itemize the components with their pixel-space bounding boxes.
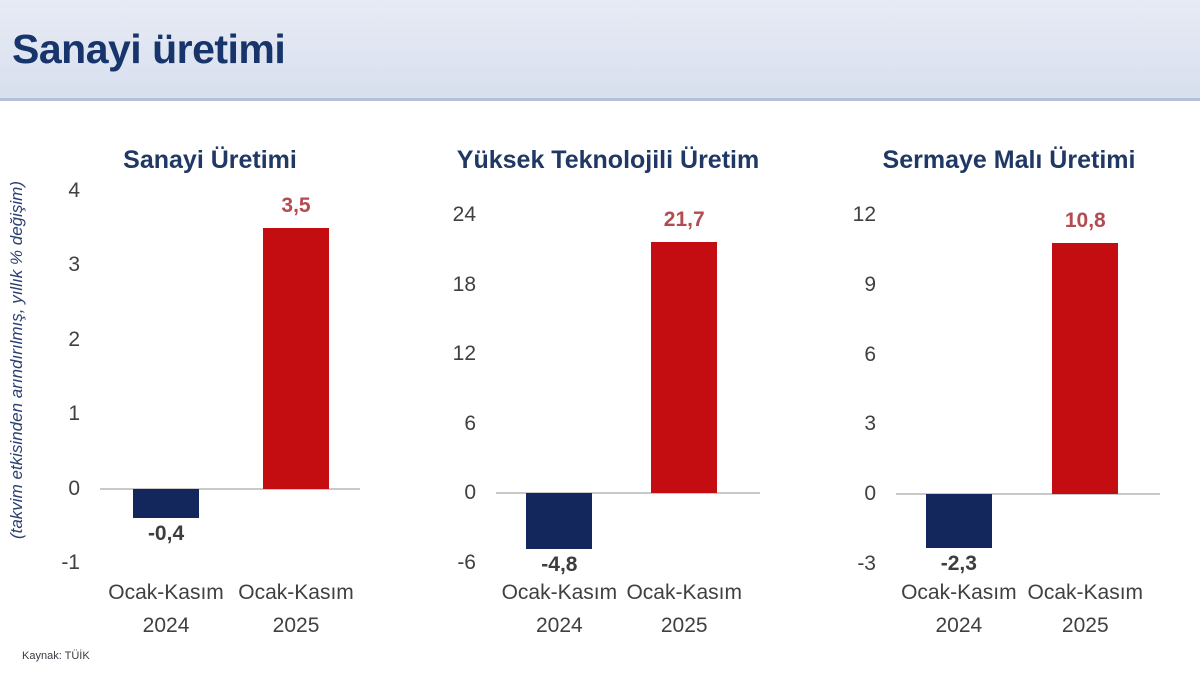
category-label: Ocak-Kasım 2025 — [1000, 576, 1170, 642]
y-tick-label: 6 — [464, 411, 476, 435]
category-label-line1: Ocak-Kasım — [108, 581, 224, 604]
y-tick-label: -3 — [857, 552, 876, 575]
value-label: 21,7 — [663, 207, 705, 231]
y-tick-label: 2 — [68, 327, 80, 351]
category-label-line2: 2025 — [272, 614, 320, 637]
category-label-line2: 2024 — [536, 614, 583, 637]
y-tick-label: 4 — [68, 179, 80, 202]
zero-axis-line — [496, 492, 760, 495]
y-tick-label: 18 — [452, 272, 476, 296]
y-tick-label: -1 — [61, 551, 80, 574]
y-tick-label: 0 — [68, 476, 80, 500]
category-label-line1: Ocak-Kasım — [238, 581, 354, 604]
value-label: -4,8 — [541, 553, 578, 577]
category-label-line1: Ocak-Kasım — [901, 581, 1017, 604]
chart-title: Yüksek Teknolojili Üretim — [456, 146, 760, 174]
value-label: 3,5 — [281, 194, 311, 218]
category-label-line1: Ocak-Kasım — [501, 581, 618, 604]
chart-title: Sermaye Malı Üretimi — [882, 146, 1136, 174]
category-label: Ocak-Kasım 2024 — [474, 576, 644, 642]
y-tick-label: 9 — [864, 272, 876, 296]
y-tick-label: 3 — [68, 253, 80, 277]
bar-positive — [651, 241, 718, 494]
zero-axis-line — [100, 487, 360, 490]
bar-negative — [133, 488, 200, 519]
category-label-line2: 2025 — [660, 614, 708, 637]
category-label: Ocak-Kasım 2025 — [599, 576, 769, 642]
value-label: -0,4 — [147, 522, 185, 546]
value-label: -2,3 — [940, 551, 977, 575]
bar-negative — [925, 494, 992, 548]
y-tick-label: 6 — [864, 342, 876, 366]
value-label: 10,8 — [1064, 208, 1106, 232]
chart-title: Sanayi Üretimi — [123, 146, 297, 174]
y-tick-label: -6 — [457, 551, 476, 574]
y-tick-label: 12 — [452, 342, 476, 366]
category-label-line2: 2024 — [935, 614, 983, 637]
category-label-line2: 2025 — [1061, 614, 1109, 637]
bar-positive — [1052, 242, 1119, 495]
y-tick-label: 12 — [852, 203, 876, 226]
y-tick-label: 1 — [68, 402, 80, 426]
y-axis-note: (takvim etkisinden arındırılmış, yıllık … — [7, 180, 26, 540]
category-label-line1: Ocak-Kasım — [1027, 581, 1144, 604]
category-label: Ocak-Kasım 2024 — [874, 576, 1044, 642]
zero-axis-line — [896, 493, 1160, 496]
category-label-line2: 2024 — [142, 614, 190, 637]
y-tick-label: 0 — [864, 482, 876, 506]
y-tick-label: 3 — [864, 412, 876, 436]
y-tick-label: 0 — [464, 481, 476, 505]
source-note: Kaynak: TÜİK — [22, 650, 90, 662]
bar-negative — [526, 493, 593, 550]
category-label-line1: Ocak-Kasım — [626, 581, 742, 604]
header-band: Sanayi üretimi — [0, 0, 1200, 101]
category-label: Ocak-Kasım 2025 — [211, 576, 381, 642]
category-label: Ocak-Kasım 2024 — [81, 576, 251, 642]
bar-positive — [263, 228, 330, 489]
y-tick-label: 24 — [452, 203, 476, 226]
page-title: Sanayi üretimi — [12, 26, 286, 72]
